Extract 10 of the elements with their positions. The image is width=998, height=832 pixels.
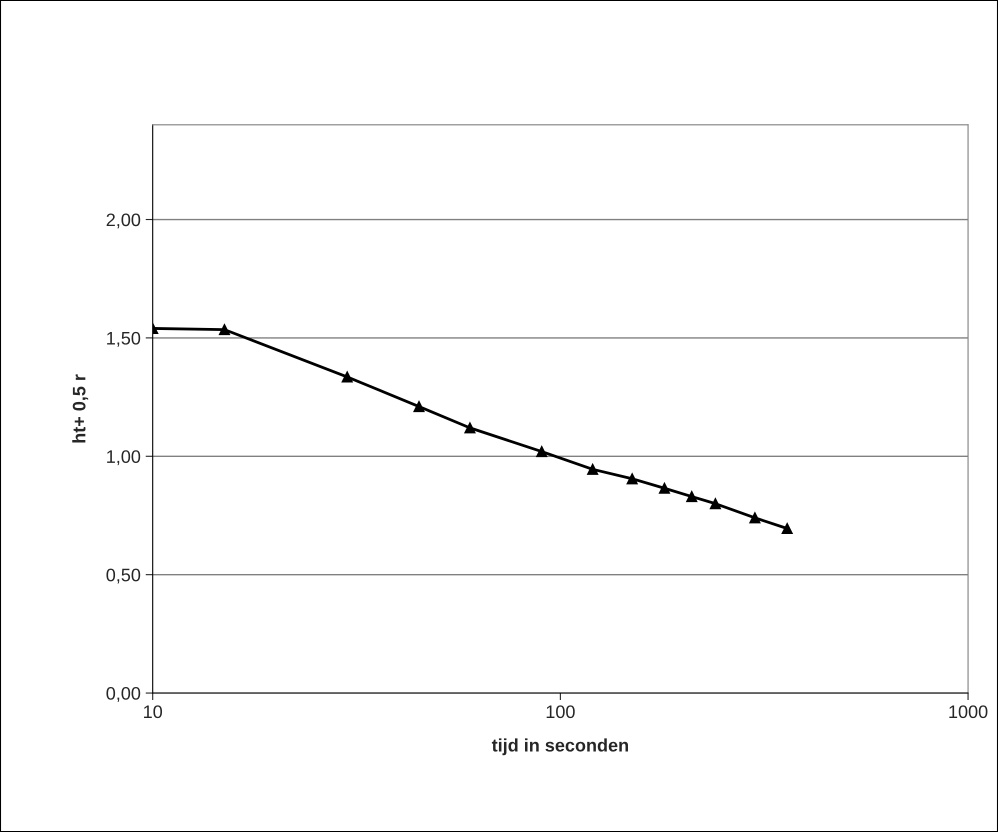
y-tick-label: 2,00 bbox=[106, 213, 140, 228]
x-tick-label: 1000 bbox=[949, 705, 988, 718]
y-tick-label: 1,50 bbox=[107, 332, 140, 347]
y-axis-title: ht+ 0,5 r bbox=[72, 374, 88, 443]
y-tick-label: 1,00 bbox=[107, 450, 140, 466]
y-tick-label: 0,00 bbox=[106, 686, 140, 702]
y-tick-label: 0,50 bbox=[106, 568, 140, 584]
x-tick-label: 100 bbox=[546, 705, 575, 718]
x-tick-label: 10 bbox=[144, 705, 162, 718]
x-axis-title: tijd in seconden bbox=[492, 738, 628, 756]
